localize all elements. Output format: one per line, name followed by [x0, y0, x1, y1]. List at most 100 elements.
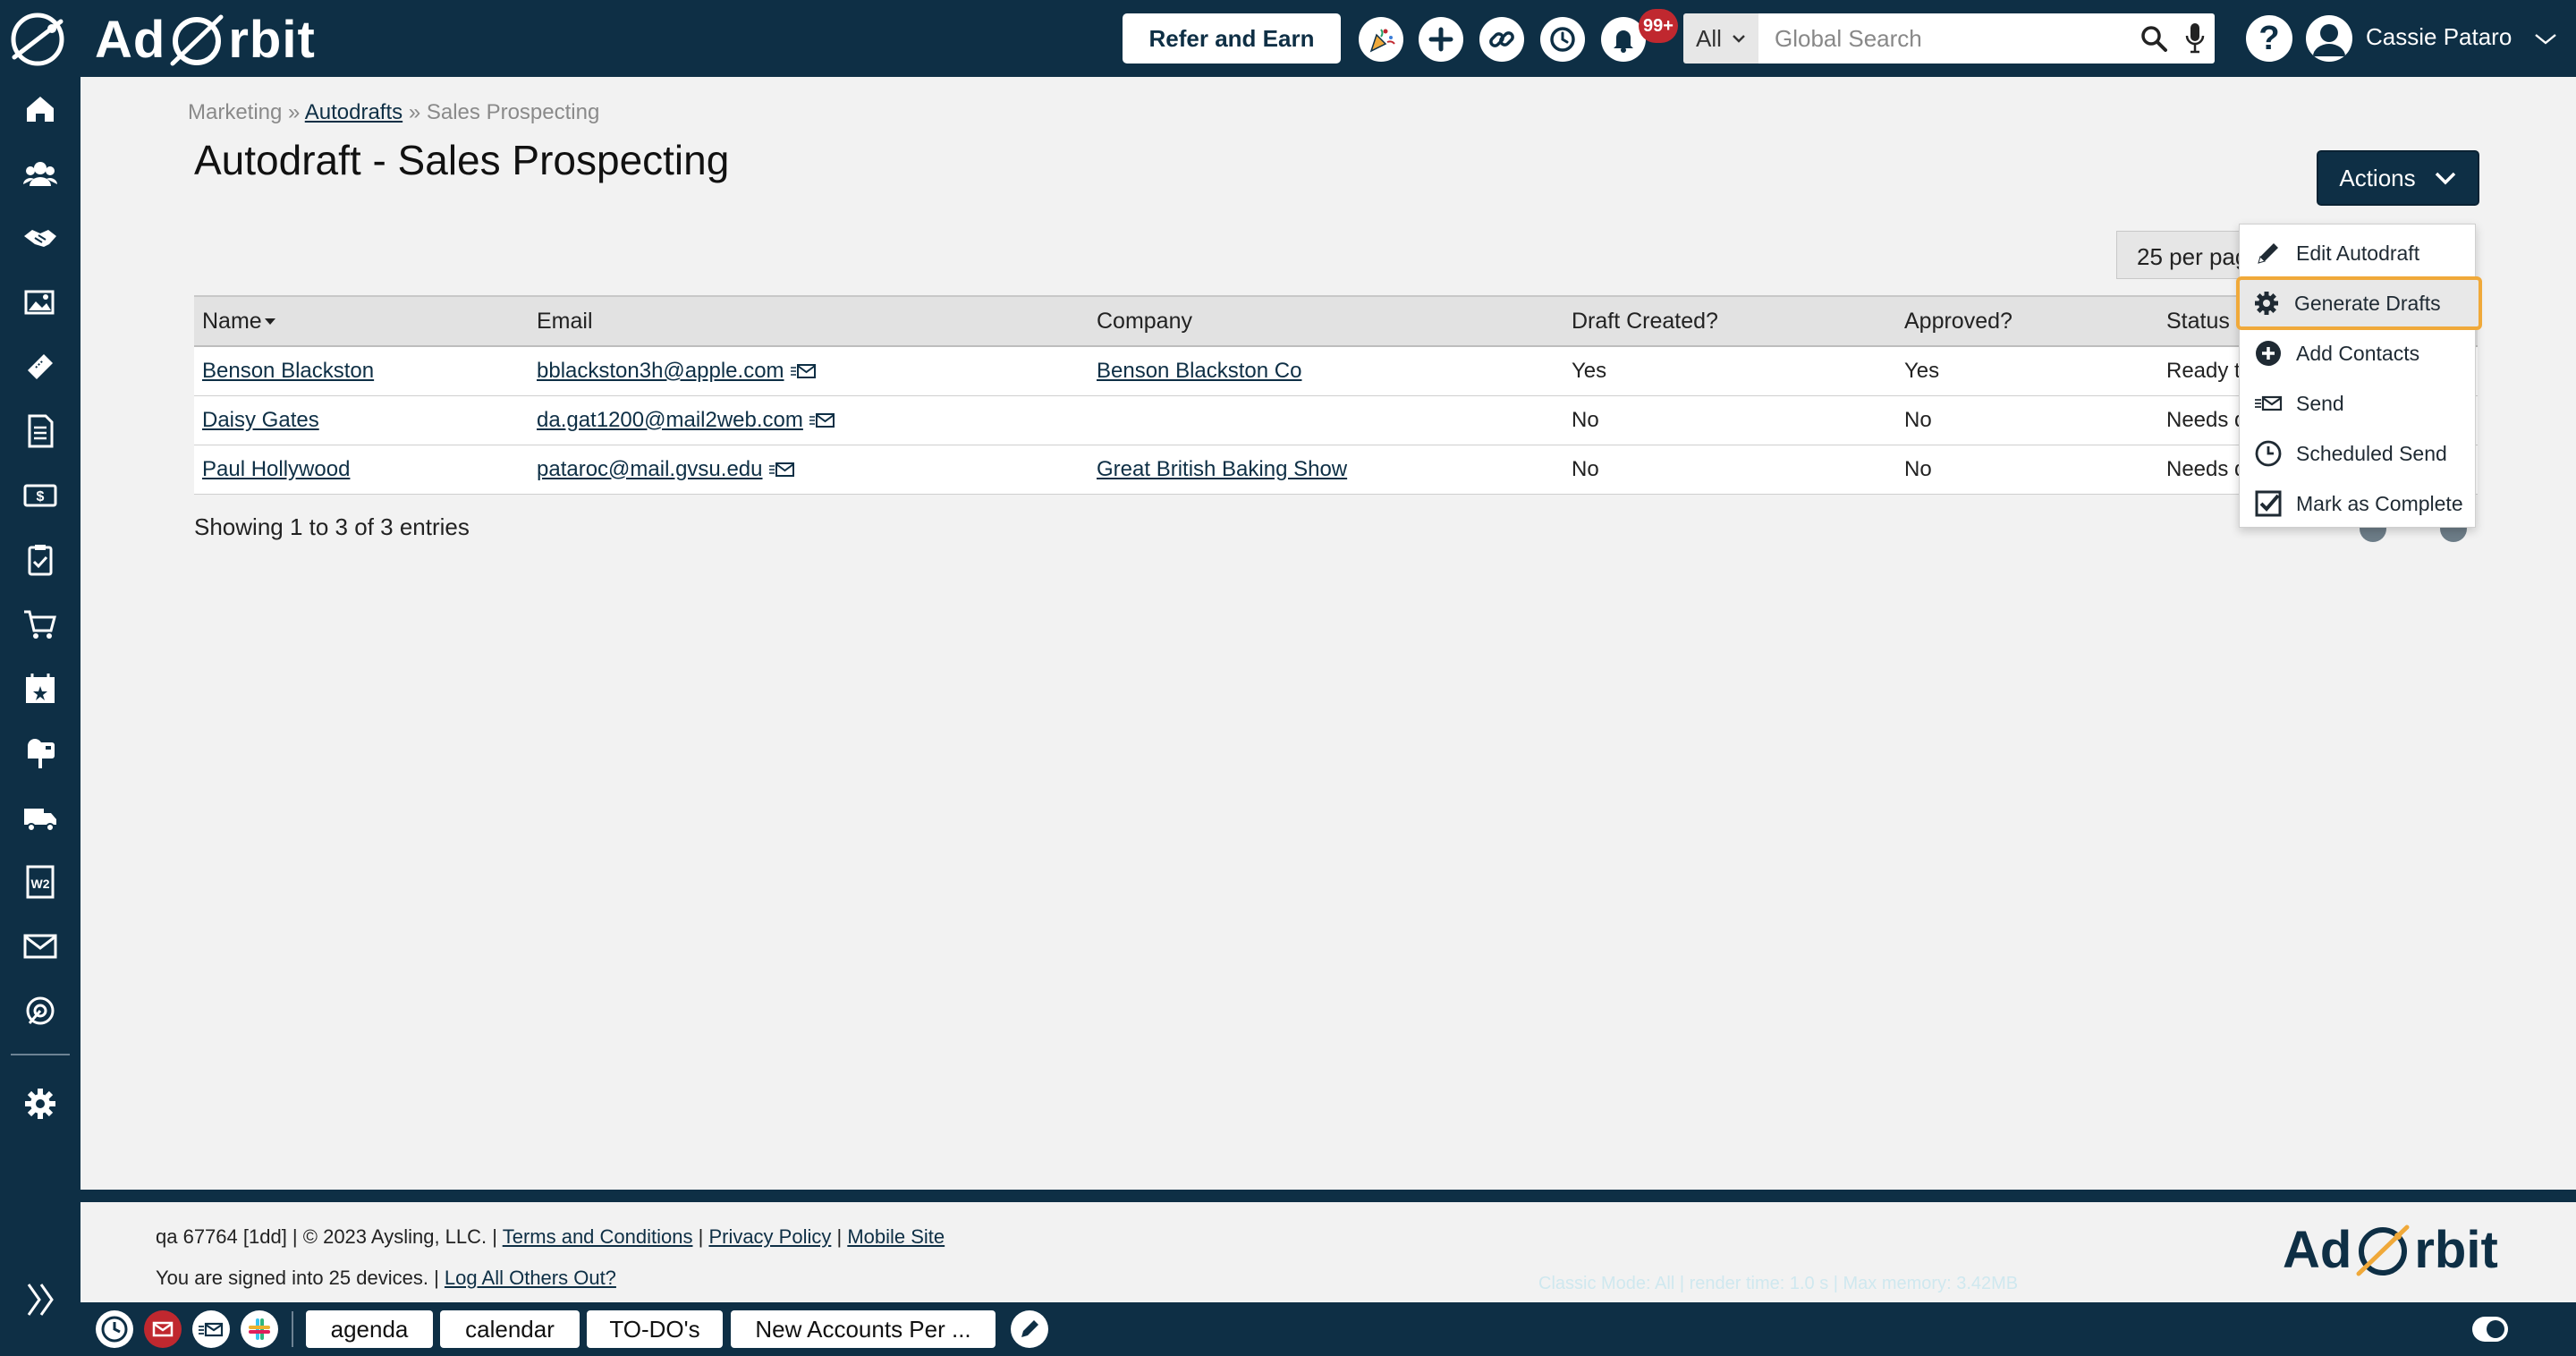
checkbox-icon	[2255, 490, 2282, 517]
clock-icon[interactable]	[96, 1310, 133, 1348]
menu-item-scheduled-send[interactable]: Scheduled Send	[2240, 428, 2477, 479]
menu-item-add-contacts[interactable]: Add Contacts	[2240, 328, 2477, 378]
draft-created-cell: No	[1572, 407, 1599, 432]
menu-item-send[interactable]: Send	[2240, 378, 2477, 428]
breadcrumb-autodrafts-link[interactable]: Autodrafts	[304, 100, 403, 124]
mobile-site-link[interactable]: Mobile Site	[847, 1225, 945, 1248]
compose-note-icon[interactable]	[1011, 1310, 1048, 1348]
user-avatar-icon[interactable]	[2306, 15, 2352, 62]
global-search-input[interactable]	[1758, 13, 2215, 64]
menu-item-edit-autodraft[interactable]: Edit Autodraft	[2240, 228, 2477, 278]
send-mail-icon[interactable]	[790, 363, 817, 379]
add-icon[interactable]	[1419, 17, 1463, 62]
contact-name-link[interactable]: Daisy Gates	[202, 407, 319, 432]
page-title: Autodraft - Sales Prospecting	[194, 137, 730, 183]
brand-text-rbit: rbit	[228, 10, 316, 69]
contact-email-link[interactable]: da.gat1200@mail2web.com	[537, 407, 803, 432]
per-page-select[interactable]: 25 per page	[2116, 231, 2250, 279]
user-name[interactable]: Cassie Pataro	[2366, 23, 2512, 50]
column-header-draft-created[interactable]: Draft Created?	[1572, 308, 1718, 334]
contact-email-link[interactable]: bblackston3h@apple.com	[537, 358, 784, 383]
copyright: © 2023 Aysling, LLC.	[302, 1225, 487, 1248]
gear-icon	[2255, 292, 2278, 315]
tab-todos[interactable]: TO-DO's	[587, 1310, 723, 1348]
send-mail-icon[interactable]	[768, 462, 795, 478]
orbit-logo-icon[interactable]	[9, 11, 66, 68]
actions-dropdown-menu: Edit Autodraft Generate Drafts Add Conta…	[2236, 224, 2482, 529]
contact-name-link[interactable]: Benson Blackston	[202, 358, 375, 383]
table-row: Paul Hollywood pataroc@mail.gvsu.edu Gre…	[194, 445, 2478, 494]
search-icon[interactable]	[2140, 24, 2168, 53]
sort-desc-icon	[264, 318, 275, 326]
expand-sidebar-icon[interactable]	[25, 1277, 55, 1322]
contact-name-link[interactable]: Paul Hollywood	[202, 456, 351, 481]
microphone-icon[interactable]	[2182, 21, 2207, 55]
send-mail-icon	[2255, 395, 2283, 411]
menu-item-label: Generate Drafts	[2294, 291, 2441, 315]
send-mail-icon[interactable]	[192, 1310, 230, 1348]
email-icon[interactable]	[20, 926, 61, 967]
settings-gear-icon[interactable]	[20, 1083, 61, 1124]
document-icon[interactable]	[20, 411, 61, 452]
mailbox-icon[interactable]	[20, 733, 61, 774]
tab-calendar[interactable]: calendar	[440, 1310, 580, 1348]
shopping-cart-icon[interactable]	[20, 604, 61, 645]
notifications-bell-icon[interactable]	[1601, 17, 1646, 62]
entries-summary: Showing 1 to 3 of 3 entries	[194, 513, 470, 540]
brand-text-ad: Ad	[2283, 1220, 2352, 1279]
footer-brand-logo: Ad rbit	[2283, 1218, 2498, 1281]
breadcrumb: Marketing » Autodrafts » Sales Prospecti…	[188, 100, 599, 125]
user-menu-chevron-icon[interactable]	[2533, 30, 2558, 47]
ticket-icon[interactable]	[20, 346, 61, 387]
log-out-others-link[interactable]: Log All Others Out?	[444, 1267, 616, 1289]
brand-text-ad: Ad	[95, 10, 166, 69]
brand-orbit-icon	[167, 10, 226, 69]
privacy-link[interactable]: Privacy Policy	[708, 1225, 832, 1248]
column-header-name[interactable]: Name	[194, 296, 529, 346]
column-header-status[interactable]: Status	[2166, 308, 2230, 334]
pencil-icon	[2258, 243, 2278, 264]
contacts-icon[interactable]	[20, 153, 61, 194]
refer-and-earn-button[interactable]: Refer and Earn	[1123, 13, 1341, 64]
w2-form-icon[interactable]: W2	[20, 861, 61, 903]
company-link[interactable]: Great British Baking Show	[1097, 456, 1348, 481]
slack-icon[interactable]	[241, 1310, 278, 1348]
delivery-truck-icon[interactable]	[20, 797, 61, 838]
brand-logo[interactable]: Ad rbit	[95, 5, 316, 73]
notification-count-badge[interactable]: 99+	[1639, 9, 1678, 43]
history-icon[interactable]	[1540, 17, 1585, 62]
approved-cell: No	[1904, 407, 1932, 432]
menu-item-mark-as-complete[interactable]: Mark as Complete	[2240, 479, 2477, 529]
build-info: qa 67764 [1dd]	[156, 1225, 287, 1248]
calendar-star-icon[interactable]	[20, 668, 61, 709]
clipboard-check-icon[interactable]	[20, 539, 61, 581]
chevron-down-icon	[1733, 35, 1745, 43]
column-header-approved[interactable]: Approved?	[1904, 308, 2012, 334]
billing-icon[interactable]: $	[20, 475, 61, 516]
plus-circle-icon	[2256, 341, 2281, 366]
search-scope-select[interactable]: All	[1683, 13, 1758, 64]
help-icon[interactable]: ?	[2246, 15, 2292, 62]
media-gallery-icon[interactable]	[20, 282, 61, 323]
actions-button[interactable]: Actions	[2317, 150, 2479, 206]
tab-new-accounts[interactable]: New Accounts Per ...	[731, 1310, 996, 1348]
menu-item-generate-drafts[interactable]: Generate Drafts	[2236, 276, 2482, 330]
send-mail-icon[interactable]	[809, 412, 835, 428]
page-footer: qa 67764 [1dd] | © 2023 Aysling, LLC. | …	[80, 1190, 2576, 1302]
bottom-bar-divider	[292, 1311, 293, 1347]
link-icon[interactable]	[1479, 17, 1524, 62]
mail-alert-icon[interactable]	[144, 1310, 182, 1348]
home-icon[interactable]	[20, 89, 61, 130]
brand-orbit-icon	[2353, 1220, 2412, 1279]
company-link[interactable]: Benson Blackston Co	[1097, 358, 1302, 383]
column-header-email[interactable]: Email	[537, 308, 593, 334]
campaign-icon[interactable]	[20, 990, 61, 1031]
terms-link[interactable]: Terms and Conditions	[502, 1225, 693, 1248]
handshake-icon[interactable]	[20, 217, 61, 258]
chevron-down-icon	[2435, 172, 2455, 185]
tab-agenda[interactable]: agenda	[306, 1310, 433, 1348]
party-popper-icon[interactable]	[1359, 17, 1403, 62]
mode-toggle[interactable]	[2472, 1317, 2508, 1342]
column-header-company[interactable]: Company	[1097, 308, 1192, 334]
contact-email-link[interactable]: pataroc@mail.gvsu.edu	[537, 456, 763, 481]
